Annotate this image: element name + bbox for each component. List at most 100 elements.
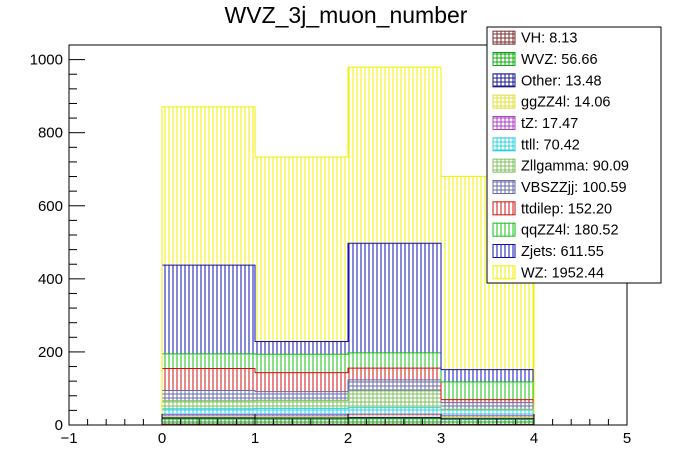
- series-qqzz4l: [162, 352, 534, 400]
- legend-entry-vbszzjj: VBSZZjj: 100.59: [492, 180, 627, 196]
- bar-vbszzjj-bin-1: [255, 391, 348, 401]
- bar-ttll-bin-1: [255, 408, 348, 415]
- legend-entry-qqzz4l: qqZZ4l: 180.52: [492, 222, 619, 239]
- legend-entry-wvz: WVZ: 56.66: [492, 52, 598, 68]
- bar-zjets-bin-3: [441, 369, 534, 382]
- bar-ttll-bin-0: [162, 408, 255, 415]
- outline-zllgamma: [161, 390, 535, 425]
- legend-swatch: [492, 30, 516, 45]
- bar-ttdilep-bin-1: [255, 372, 348, 392]
- bar-wvz-bin-0: [162, 418, 255, 425]
- legend-swatch: [492, 94, 516, 109]
- bar-vbszzjj-bin-3: [441, 402, 534, 410]
- bar-other-bin-0: [162, 417, 255, 419]
- outline-qqzz4l: [161, 352, 535, 425]
- series-zjets: [162, 243, 534, 382]
- bar-ggzz4l-bin-0: [162, 416, 255, 418]
- legend-entry-ttdilep: ttdilep: 152.20: [492, 201, 612, 217]
- legend-label: ggZZ4l: 14.06: [521, 95, 610, 111]
- bar-tz-bin-1: [255, 414, 348, 417]
- bar-tz-bin-2: [348, 414, 441, 417]
- bar-wvz-bin-2: [348, 418, 441, 425]
- bar-vbszzjj-bin-2: [348, 379, 441, 391]
- series-other: [162, 417, 534, 420]
- legend-entry-other: Other: 13.48: [492, 73, 602, 89]
- bar-wz-bin-0: [162, 106, 255, 266]
- legend-label: Zllgamma: 90.09: [521, 159, 629, 175]
- bar-ggzz4l-bin-2: [348, 416, 441, 418]
- bar-other-bin-2: [348, 417, 441, 419]
- bar-zjets-bin-1: [255, 341, 348, 355]
- legend-entry-tz: tZ: 17.47: [492, 116, 578, 132]
- legend-label: Zjets: 611.55: [521, 244, 604, 260]
- legend-entry-wz: WZ: 1952.44: [492, 265, 604, 281]
- bar-tz-bin-3: [441, 415, 534, 418]
- bar-tz-bin-0: [162, 414, 255, 417]
- y-tick-label: 0: [55, 417, 63, 434]
- bar-zjets-bin-0: [162, 265, 255, 354]
- y-tick-label: 400: [38, 271, 63, 288]
- outline-ttdilep: [161, 367, 535, 425]
- chart-title: WVZ_3j_muon_number: [225, 2, 468, 28]
- bar-zjets-bin-2: [348, 243, 441, 353]
- legend-entry-zllgamma: Zllgamma: 90.09: [492, 158, 629, 175]
- outline-zjets: [161, 242, 535, 425]
- legend-swatch: [492, 201, 516, 216]
- legend-entry-ttll: ttll: 70.42: [492, 137, 580, 153]
- y-tick-label: 600: [38, 198, 63, 215]
- legend-label: VH: 8.13: [521, 31, 577, 47]
- x-tick-label: 5: [623, 430, 631, 447]
- y-tick-label: 1000: [30, 52, 63, 69]
- x-tick-label: 3: [437, 430, 445, 447]
- y-tick-label: 200: [38, 344, 63, 361]
- series-ttdilep: [162, 368, 534, 403]
- legend-swatch: [492, 222, 516, 237]
- legend-label: tZ: 17.47: [521, 116, 578, 132]
- legend-label: WZ: 1952.44: [521, 265, 604, 281]
- legend-swatch: [492, 265, 516, 280]
- series-wvz: [162, 418, 534, 425]
- legend-swatch: [492, 52, 516, 66]
- legend-swatch: [492, 116, 516, 130]
- bar-zllgamma-bin-0: [162, 400, 255, 409]
- legend-label: qqZZ4l: 180.52: [521, 223, 619, 239]
- series-zllgamma: [162, 390, 441, 409]
- bar-ttll-bin-2: [348, 407, 441, 415]
- bar-wz-bin-1: [255, 156, 348, 342]
- bar-ttdilep-bin-2: [348, 368, 441, 380]
- legend-swatch: [492, 244, 516, 258]
- legend-entry-ggzz4l: ggZZ4l: 14.06: [492, 94, 610, 111]
- bar-zllgamma-bin-2: [348, 390, 441, 408]
- bar-other-bin-3: [441, 418, 534, 420]
- bar-wz-bin-2: [348, 67, 441, 244]
- x-tick-label: −1: [60, 430, 77, 447]
- bar-zllgamma-bin-1: [255, 400, 348, 409]
- bar-ttll-bin-3: [441, 409, 534, 416]
- y-tick-label: 800: [38, 125, 63, 142]
- x-tick-label: 4: [530, 430, 538, 447]
- bar-ggzz4l-bin-3: [441, 417, 534, 419]
- x-tick-label: 0: [158, 430, 166, 447]
- legend-entry-zjets: Zjets: 611.55: [492, 244, 604, 260]
- series-ggzz4l: [162, 416, 534, 419]
- bar-other-bin-1: [255, 417, 348, 420]
- legend-swatch: [492, 180, 516, 194]
- bar-wvz-bin-1: [255, 419, 348, 425]
- bar-vbszzjj-bin-0: [162, 390, 255, 401]
- series-wz: [162, 67, 534, 370]
- series-ttll: [162, 407, 534, 416]
- bar-qqzz4l-bin-1: [255, 354, 348, 373]
- bar-qqzz4l-bin-3: [441, 381, 534, 400]
- bar-ttdilep-bin-3: [441, 399, 534, 403]
- legend-label: WVZ: 56.66: [521, 52, 598, 68]
- legend-label: ttll: 70.42: [521, 137, 580, 153]
- legend-label: VBSZZjj: 100.59: [521, 180, 627, 196]
- x-tick-label: 1: [251, 430, 259, 447]
- outline-vbszzjj: [161, 379, 535, 425]
- series-tz: [162, 414, 534, 418]
- series-vbszzjj: [162, 379, 534, 410]
- legend-swatch: [492, 158, 516, 173]
- bar-ggzz4l-bin-1: [255, 416, 348, 418]
- x-tick-label: 2: [344, 430, 352, 447]
